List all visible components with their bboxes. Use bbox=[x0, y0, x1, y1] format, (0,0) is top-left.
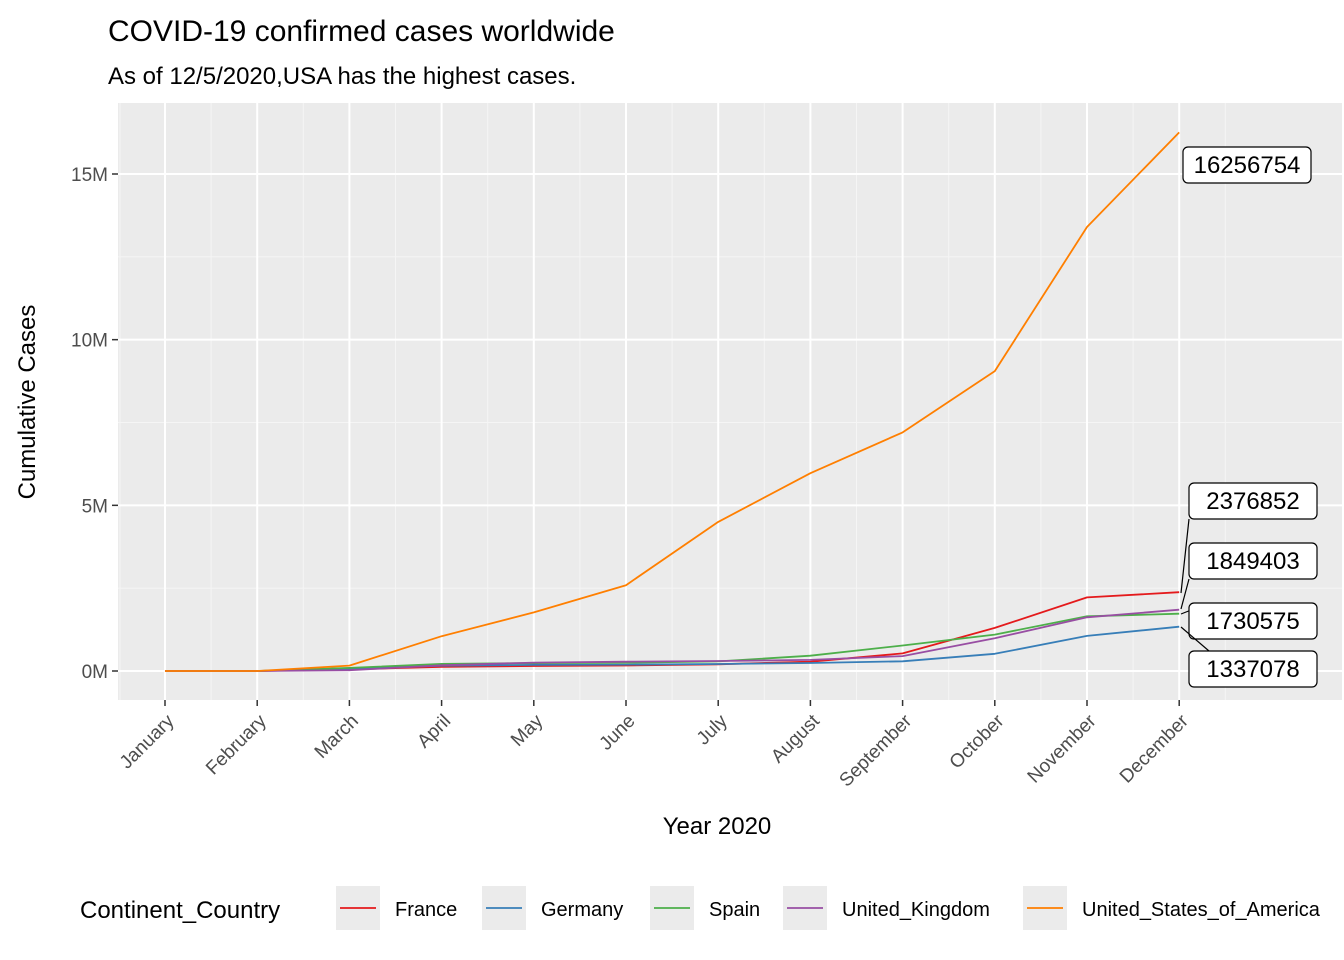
x-tick-label: April bbox=[413, 711, 455, 753]
x-tick-label: February bbox=[202, 710, 271, 779]
legend-title: Continent_Country bbox=[80, 897, 280, 924]
plot-panel bbox=[118, 103, 1342, 700]
end-label-text: 1337078 bbox=[1206, 656, 1299, 683]
y-axis-title: Cumulative Cases bbox=[14, 305, 41, 500]
legend-label: Spain bbox=[709, 899, 760, 921]
series-line-united-states-of-america bbox=[165, 131, 1180, 672]
end-label-box bbox=[1188, 482, 1318, 520]
x-tick-label: June bbox=[596, 711, 640, 755]
x-tick-label: January bbox=[116, 710, 179, 773]
end-label-text: 1849403 bbox=[1206, 548, 1299, 575]
x-tick-label: September bbox=[836, 710, 917, 791]
legend-label: Germany bbox=[541, 899, 623, 921]
end-label-text: 1730575 bbox=[1206, 608, 1299, 635]
chart-subtitle: As of 12/5/2020,USA has the highest case… bbox=[108, 63, 576, 90]
end-label-2376852: 2376852 bbox=[1180, 482, 1318, 594]
series-lines bbox=[165, 131, 1180, 672]
chart-title: COVID-19 confirmed cases worldwide bbox=[108, 15, 615, 48]
y-tick-label: 5M bbox=[82, 496, 108, 517]
legend-item-spain: Spain bbox=[650, 886, 760, 930]
x-tick-label: November bbox=[1024, 710, 1101, 787]
end-label-leader bbox=[1180, 578, 1190, 610]
end-label-1849403: 1849403 bbox=[1180, 542, 1318, 610]
x-tick-label: December bbox=[1116, 710, 1193, 787]
legend: Continent_Country France Germany Spain Unit… bbox=[80, 886, 1321, 930]
series-line-united-kingdom bbox=[165, 608, 1180, 672]
end-label-box bbox=[1188, 650, 1318, 688]
end-label-box bbox=[1182, 146, 1312, 184]
y-axis: 0M 5M 10M 15M bbox=[71, 165, 118, 683]
y-tick-label: 15M bbox=[71, 165, 108, 186]
end-label-16256754: 16256754 bbox=[1182, 146, 1312, 184]
x-tick-label: May bbox=[507, 710, 548, 751]
end-label-text: 2376852 bbox=[1206, 488, 1299, 515]
x-tick-label: March bbox=[311, 711, 363, 763]
y-tick-label: 10M bbox=[71, 331, 108, 352]
x-axis: January February March April May June July Augu… bbox=[116, 700, 1193, 791]
end-label-box bbox=[1188, 602, 1318, 640]
y-tick-label: 0M bbox=[82, 662, 108, 683]
legend-item-germany: Germany bbox=[482, 886, 623, 930]
x-tick-label: October bbox=[946, 710, 1009, 773]
end-label-leader bbox=[1180, 518, 1190, 594]
legend-item-france: France bbox=[336, 886, 457, 930]
end-label-text: 16256754 bbox=[1194, 152, 1301, 179]
legend-label: United_States_of_America bbox=[1082, 899, 1321, 921]
major-gridlines bbox=[118, 103, 1342, 700]
x-tick-label: August bbox=[767, 710, 824, 767]
legend-label: France bbox=[395, 899, 457, 921]
end-value-labels: 16256754 2376852 1849403 1730575 1337078 bbox=[1180, 146, 1318, 688]
minor-gridlines bbox=[118, 103, 1342, 700]
legend-item-united-states-of-america: United_States_of_America bbox=[1023, 886, 1321, 930]
end-label-leader bbox=[1180, 626, 1210, 652]
end-label-1730575: 1730575 bbox=[1180, 602, 1318, 640]
end-label-box bbox=[1188, 542, 1318, 580]
x-axis-title: Year 2020 bbox=[663, 813, 772, 840]
legend-item-united-kingdom: United_Kingdom bbox=[783, 886, 990, 930]
end-label-1337078: 1337078 bbox=[1180, 626, 1318, 688]
x-tick-label: July bbox=[693, 710, 732, 749]
legend-label: United_Kingdom bbox=[842, 899, 990, 921]
